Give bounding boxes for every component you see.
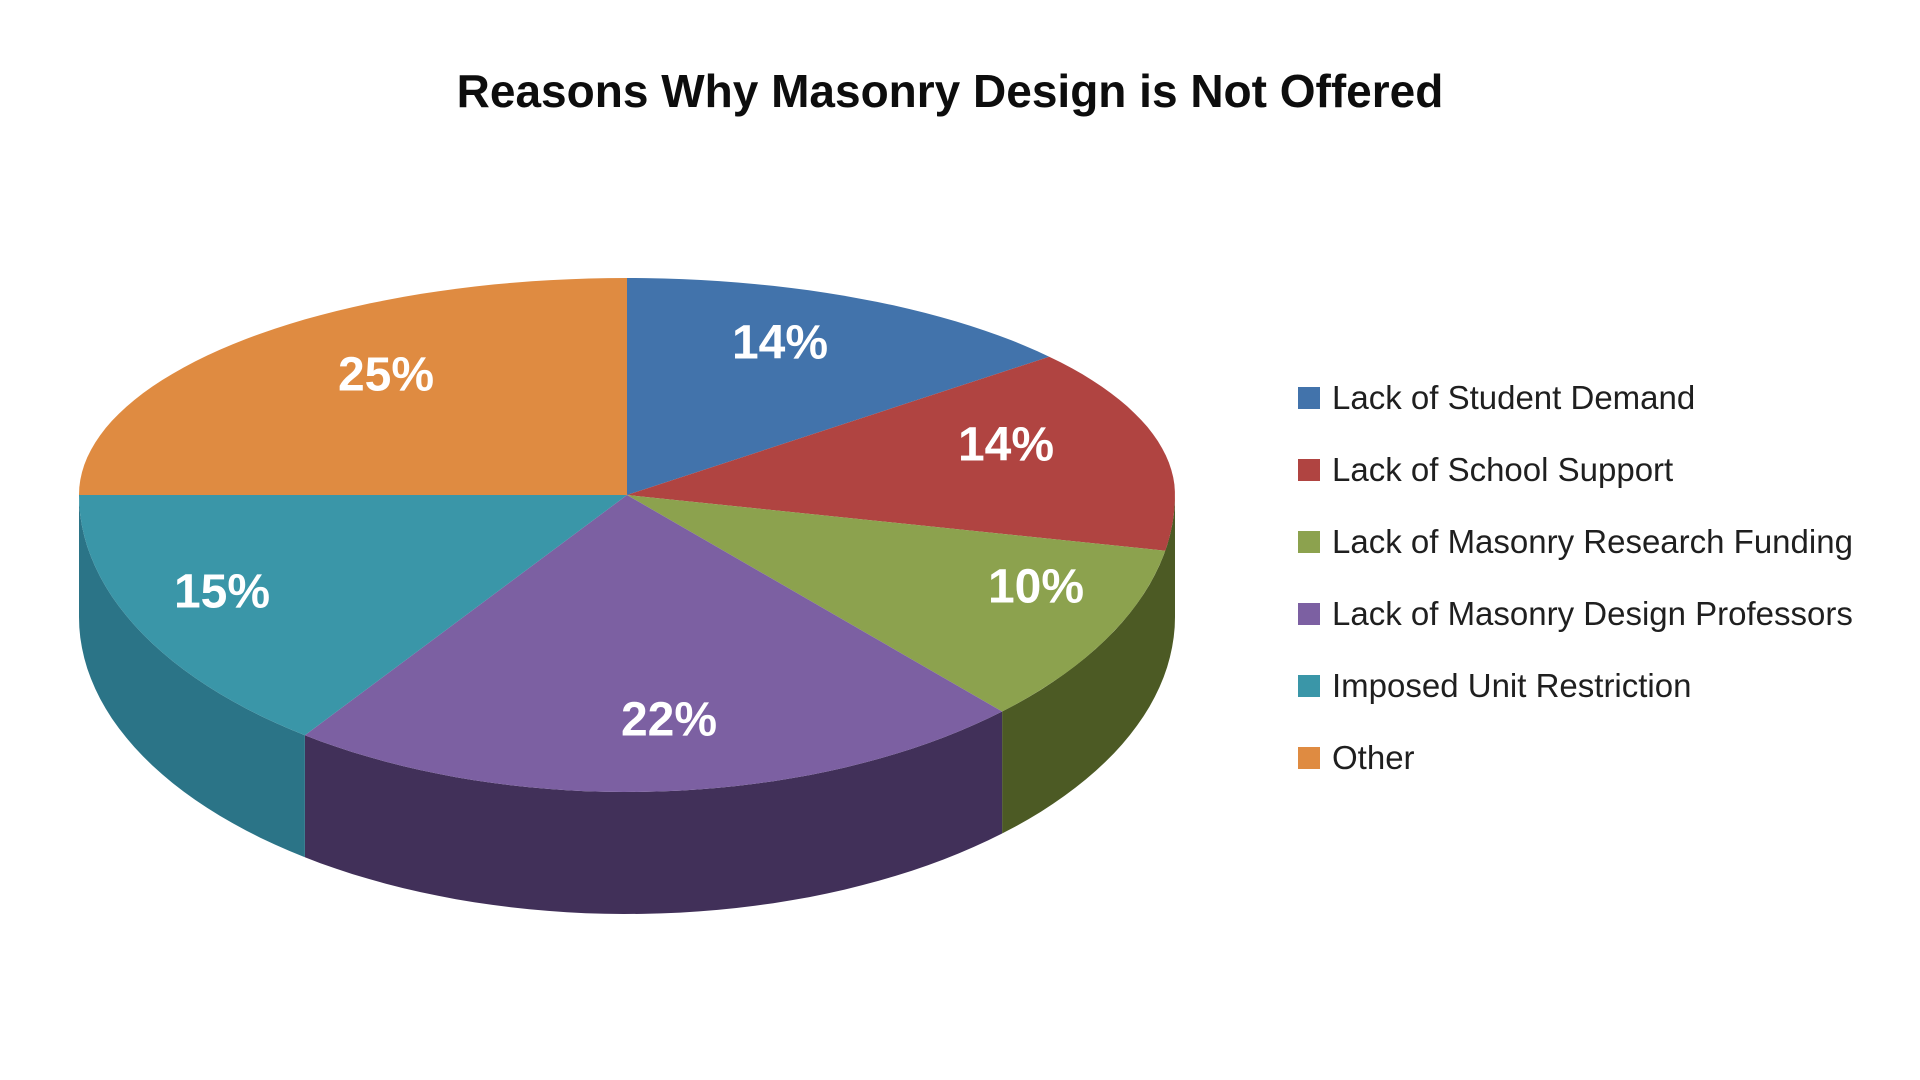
pie-group: [79, 278, 1175, 914]
legend-swatch: [1298, 459, 1320, 481]
legend-label: Other: [1332, 739, 1415, 776]
legend-swatch: [1298, 387, 1320, 409]
legend-item-other[interactable]: Other: [1298, 736, 1853, 780]
pie-slice-other[interactable]: [79, 278, 627, 495]
legend-label: Imposed Unit Restriction: [1332, 667, 1692, 704]
pie-labels: 14% 14% 10% 22% 15% 25%: [174, 316, 1084, 746]
legend-item-lack-of-masonry-research-funding[interactable]: Lack of Masonry Research Funding: [1298, 520, 1853, 564]
pie-slice-imposed-unit-restriction-side: [79, 495, 305, 858]
legend: Lack of Student Demand Lack of School Sup…: [1298, 376, 1853, 808]
pie-slice-lack-of-student-demand[interactable]: [627, 278, 1050, 495]
legend-swatch: [1298, 603, 1320, 625]
pie-slice-imposed-unit-restriction[interactable]: [79, 495, 627, 736]
legend-item-imposed-unit-restriction[interactable]: Imposed Unit Restriction: [1298, 664, 1853, 708]
pie-slice-lack-of-masonry-research-funding[interactable]: [627, 495, 1166, 712]
legend-swatch: [1298, 531, 1320, 553]
legend-label: Lack of Student Demand: [1332, 379, 1696, 416]
pie-slice-lack-of-masonry-design-professors-side: [304, 711, 1003, 914]
legend-swatch: [1298, 747, 1320, 769]
pie-slice-value-label: 14%: [958, 418, 1054, 471]
chart-title: Reasons Why Masonry Design is Not Offere…: [457, 65, 1444, 117]
pie-slice-lack-of-masonry-design-professors[interactable]: [304, 495, 1003, 792]
legend-item-lack-of-student-demand[interactable]: Lack of Student Demand: [1298, 376, 1853, 420]
pie-slice-lack-of-school-support[interactable]: [627, 356, 1175, 551]
legend-swatch: [1298, 675, 1320, 697]
legend-label: Lack of Masonry Design Professors: [1332, 595, 1853, 632]
pie-slice-value-label: 15%: [174, 565, 270, 618]
legend-item-lack-of-masonry-design-professors[interactable]: Lack of Masonry Design Professors: [1298, 592, 1853, 636]
legend-item-lack-of-school-support[interactable]: Lack of School Support: [1298, 448, 1853, 492]
pie-slice-value-label: 14%: [732, 316, 828, 369]
pie-slice-lack-of-masonry-research-funding-side: [1002, 495, 1175, 834]
pie-slice-value-label: 22%: [621, 693, 717, 746]
legend-label: Lack of Masonry Research Funding: [1332, 523, 1853, 560]
pie-slice-value-label: 10%: [988, 560, 1084, 613]
legend-label: Lack of School Support: [1332, 451, 1674, 488]
pie-slice-value-label: 25%: [338, 348, 434, 401]
